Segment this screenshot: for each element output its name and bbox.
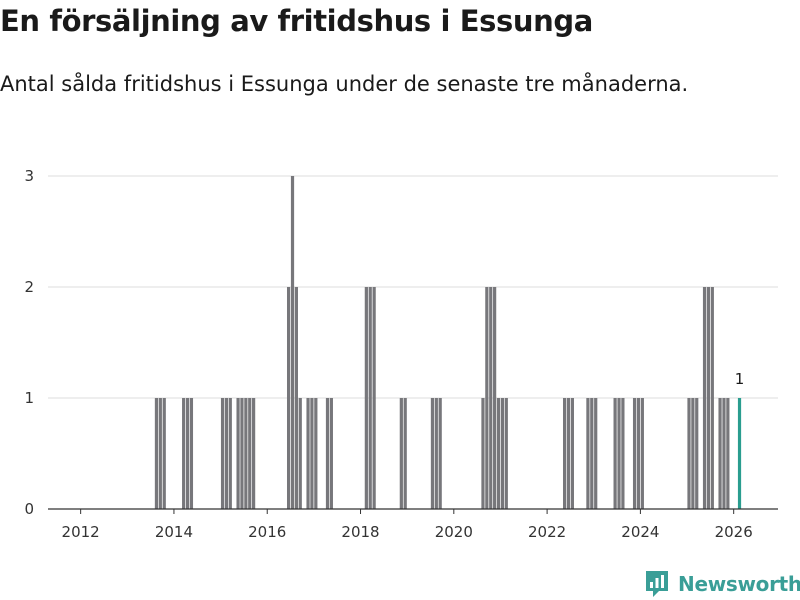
chart-subtitle: Antal sålda fritidshus i Essunga under d… [0,72,689,96]
bar-36 [500,398,505,509]
bar-9 [236,398,240,509]
bar-27 [403,398,407,509]
bar-56 [718,398,722,509]
bar-58 [726,398,730,509]
bar-43 [594,398,598,509]
x-tick-label-2022: 2022 [528,523,566,541]
bar-55 [710,287,714,509]
bar-59 [737,398,742,509]
x-tick-label-2014: 2014 [155,523,193,541]
bar-2 [162,398,166,509]
bar-15 [290,176,295,509]
bar-46 [621,398,625,509]
bar-3 [182,398,186,509]
bar-49 [640,398,644,509]
bar-42 [590,398,594,509]
bar-44 [613,398,617,509]
chart-title: En försäljning av fritidshus i Essunga [0,4,593,38]
bar-54 [706,287,711,509]
x-axis-ticks: 2012 2014 2016 2018 2020 2022 2024 2026 [62,509,753,541]
annotations: 1 [735,370,745,388]
bar-6 [220,398,225,509]
bar-20 [314,398,318,509]
bar-4 [185,398,190,509]
bar-37 [504,398,508,509]
bar-28 [430,398,435,509]
x-tick-label-2016: 2016 [248,523,286,541]
bar-23 [364,287,368,509]
bar-18 [306,398,310,509]
bar-31 [481,398,485,509]
x-tick-label-2018: 2018 [341,523,379,541]
bar-13 [252,398,256,509]
bar-47 [632,398,637,509]
bar-5 [189,398,194,509]
bar-38 [562,398,567,509]
bar-19 [310,398,314,509]
y-tick-label-3: 3 [24,167,34,185]
bar-1 [158,398,162,509]
bar-45 [617,398,621,509]
bar-50 [687,398,691,509]
bar-35 [496,398,501,509]
bar-12 [248,398,252,509]
bar-24 [368,287,372,509]
y-tick-label-2: 2 [24,278,34,296]
newsworthy-logo-icon [646,571,668,597]
data-label-0: 1 [735,370,745,388]
y-axis-ticks: 0 1 2 3 [24,167,34,518]
bar-33 [489,287,493,509]
x-tick-label-2026: 2026 [715,523,753,541]
y-tick-label-0: 0 [24,500,34,518]
bar-26 [399,398,403,509]
bar-11 [244,398,248,509]
bar-51 [691,398,695,509]
bar-8 [228,398,232,509]
bar-41 [586,398,590,509]
x-tick-label-2024: 2024 [621,523,659,541]
bar-17 [298,398,302,509]
bar-14 [286,287,291,509]
bar-30 [438,398,442,509]
bar-57 [722,398,726,509]
bar-48 [636,398,641,509]
y-tick-label-1: 1 [24,389,34,407]
bar-0 [154,398,159,509]
bar-53 [702,287,707,509]
bar-34 [493,287,497,509]
brand-logo: Newsworthy [644,568,800,600]
bar-22 [329,398,333,509]
bar-40 [570,398,574,509]
bar-32 [485,287,489,509]
brand-name: Newsworthy [678,572,800,596]
bar-10 [240,398,244,509]
bar-21 [325,398,330,509]
bar-39 [566,398,571,509]
x-tick-label-2020: 2020 [435,523,473,541]
bar-25 [372,287,376,509]
bars [154,176,742,509]
bar-16 [294,287,298,509]
bar-52 [695,398,699,509]
x-tick-label-2012: 2012 [62,523,100,541]
bar-29 [434,398,438,509]
gridlines [48,175,778,399]
bar-7 [224,398,229,509]
